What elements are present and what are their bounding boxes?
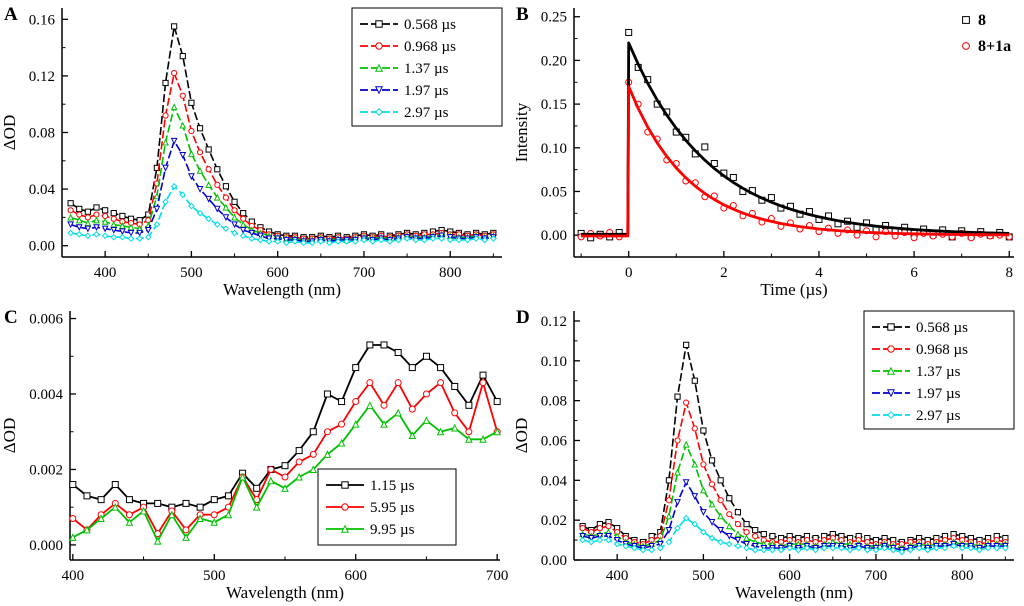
x-tick-label: 6 <box>910 265 918 281</box>
legend-item-label: 2.97 µs <box>916 408 961 424</box>
x-axis-label: Time (µs) <box>760 280 827 299</box>
legend-item-label: 9.95 µs <box>370 522 415 538</box>
y-tick-label: 0.12 <box>29 69 55 85</box>
y-tick-label: 0.00 <box>541 228 567 244</box>
series-2.97-µs <box>579 514 1009 556</box>
series-B-fit-3 <box>581 85 1010 238</box>
panel-D-chart: 400 500 600 700 800 0.00 0.02 0.04 0.06 0.08 0.10 0… <box>512 307 1015 602</box>
x-axis-label: Wavelength (nm) <box>735 583 853 602</box>
y-tick-label: 0.006 <box>29 312 63 328</box>
x-tick-label: 700 <box>353 265 376 281</box>
y-tick-label: 0.06 <box>541 433 568 449</box>
y-tick-label: 0.12 <box>541 314 567 330</box>
legend-item-label: 8+1a <box>978 38 1011 55</box>
series-9.95-µs <box>69 401 501 545</box>
y-tick-label: 0.002 <box>29 462 63 478</box>
y-tick-label: 0.00 <box>541 553 567 569</box>
x-axis-label: Wavelength (nm) <box>226 583 344 602</box>
y-tick-label: 0.08 <box>29 126 55 142</box>
series-8 <box>577 28 1013 242</box>
panel-d-transient-absorption: 400 500 600 700 800 0.00 0.02 0.04 0.06 0.08 0.10 0… <box>512 303 1024 606</box>
panel-a-transient-absorption: 400 500 600 700 800 0.00 0.04 0.08 0.12 0.16 Wavel… <box>0 0 512 303</box>
x-tick-label: 400 <box>94 265 117 281</box>
panel-A-chart: 400 500 600 700 800 0.00 0.04 0.08 0.12 0.16 Wavel… <box>0 4 503 299</box>
legend-item-label: 1.15 µs <box>370 478 415 494</box>
series-B-fit-2 <box>581 41 1010 236</box>
legend-item-label: 0.568 µs <box>404 17 456 33</box>
legend-item-label: 5.95 µs <box>370 500 415 516</box>
x-tick-label: 600 <box>266 265 289 281</box>
y-tick-label: 0.05 <box>541 184 567 200</box>
legend-item-label: 1.97 µs <box>404 83 449 99</box>
y-axis-label: ΔOD <box>512 418 531 454</box>
y-axis-label: ΔOD <box>0 418 19 454</box>
y-tick-label: 0.08 <box>541 394 567 410</box>
panel-label: C <box>4 307 18 328</box>
y-tick-label: 0.04 <box>541 473 568 489</box>
y-tick-label: 0.10 <box>541 354 567 370</box>
x-tick-label: 4 <box>815 265 823 281</box>
series-0.968-µs <box>579 399 1009 548</box>
panel-b-kinetic-decay: 0 2 4 6 8 0.00 0.05 0.10 0.15 0.20 0.25 Time (µs) In… <box>512 0 1024 303</box>
x-tick-label: 500 <box>203 568 226 584</box>
y-tick-label: 0.000 <box>29 538 63 554</box>
y-tick-label: 0.004 <box>29 387 63 403</box>
legend: 0.568 µs 0.968 µs 1.37 µs 1.97 µs 2.97 µs <box>863 310 1015 430</box>
y-tick-label: 0.20 <box>541 53 567 69</box>
legend: 8 8+1a <box>962 12 1011 55</box>
panel-C-chart: 400 500 600 700 0.000 0.002 0.004 0.006 Waveleng… <box>0 307 509 602</box>
x-tick-label: 600 <box>778 568 801 584</box>
x-tick-label: 600 <box>344 568 367 584</box>
x-tick-label: 0 <box>625 265 633 281</box>
panel-label: A <box>4 4 18 25</box>
legend-item-label: 0.968 µs <box>404 39 456 55</box>
x-tick-label: 400 <box>606 568 629 584</box>
x-tick-label: 800 <box>439 265 462 281</box>
legend-item-label: 0.968 µs <box>916 342 968 358</box>
y-axis-label: Intensity <box>512 102 531 162</box>
x-tick-label: 700 <box>865 568 888 584</box>
y-tick-label: 0.25 <box>541 10 567 26</box>
y-tick-label: 0.15 <box>541 97 567 113</box>
panel-label: D <box>516 307 530 328</box>
y-tick-label: 0.04 <box>29 182 56 198</box>
x-tick-label: 500 <box>180 265 203 281</box>
legend-item-label: 0.568 µs <box>916 320 968 336</box>
panel-c-transient-absorption: 400 500 600 700 0.000 0.002 0.004 0.006 Waveleng… <box>0 303 512 606</box>
legend: 0.568 µs 0.968 µs 1.37 µs 1.97 µs 2.97 µs <box>351 7 503 127</box>
x-tick-label: 400 <box>62 568 85 584</box>
x-axis-label: Wavelength (nm) <box>223 280 341 299</box>
x-tick-label: 8 <box>1005 265 1013 281</box>
y-tick-label: 0.16 <box>29 12 56 28</box>
legend-item-label: 1.97 µs <box>916 386 961 402</box>
x-tick-label: 2 <box>720 265 728 281</box>
legend-item-label: 2.97 µs <box>404 105 449 121</box>
y-axis-label: ΔOD <box>0 115 19 151</box>
x-tick-label: 800 <box>951 568 974 584</box>
series-2.97-µs <box>67 182 497 247</box>
y-tick-label: 0.02 <box>541 513 567 529</box>
legend-item-label: 1.37 µs <box>916 364 961 380</box>
series-8+1a <box>577 78 1013 242</box>
legend-item-label: 1.37 µs <box>404 61 449 77</box>
legend-item-label: 8 <box>978 12 986 29</box>
series-1.15-µs <box>69 341 501 511</box>
x-tick-label: 700 <box>486 568 509 584</box>
panel-label: B <box>516 4 529 25</box>
x-tick-label: 500 <box>692 568 715 584</box>
panel-B-chart: 0 2 4 6 8 0.00 0.05 0.10 0.15 0.20 0.25 Time (µs) In… <box>512 4 1014 299</box>
y-tick-label: 0.10 <box>541 141 567 157</box>
y-tick-label: 0.00 <box>29 239 55 255</box>
legend: 1.15 µs 5.95 µs 9.95 µs <box>317 468 457 546</box>
